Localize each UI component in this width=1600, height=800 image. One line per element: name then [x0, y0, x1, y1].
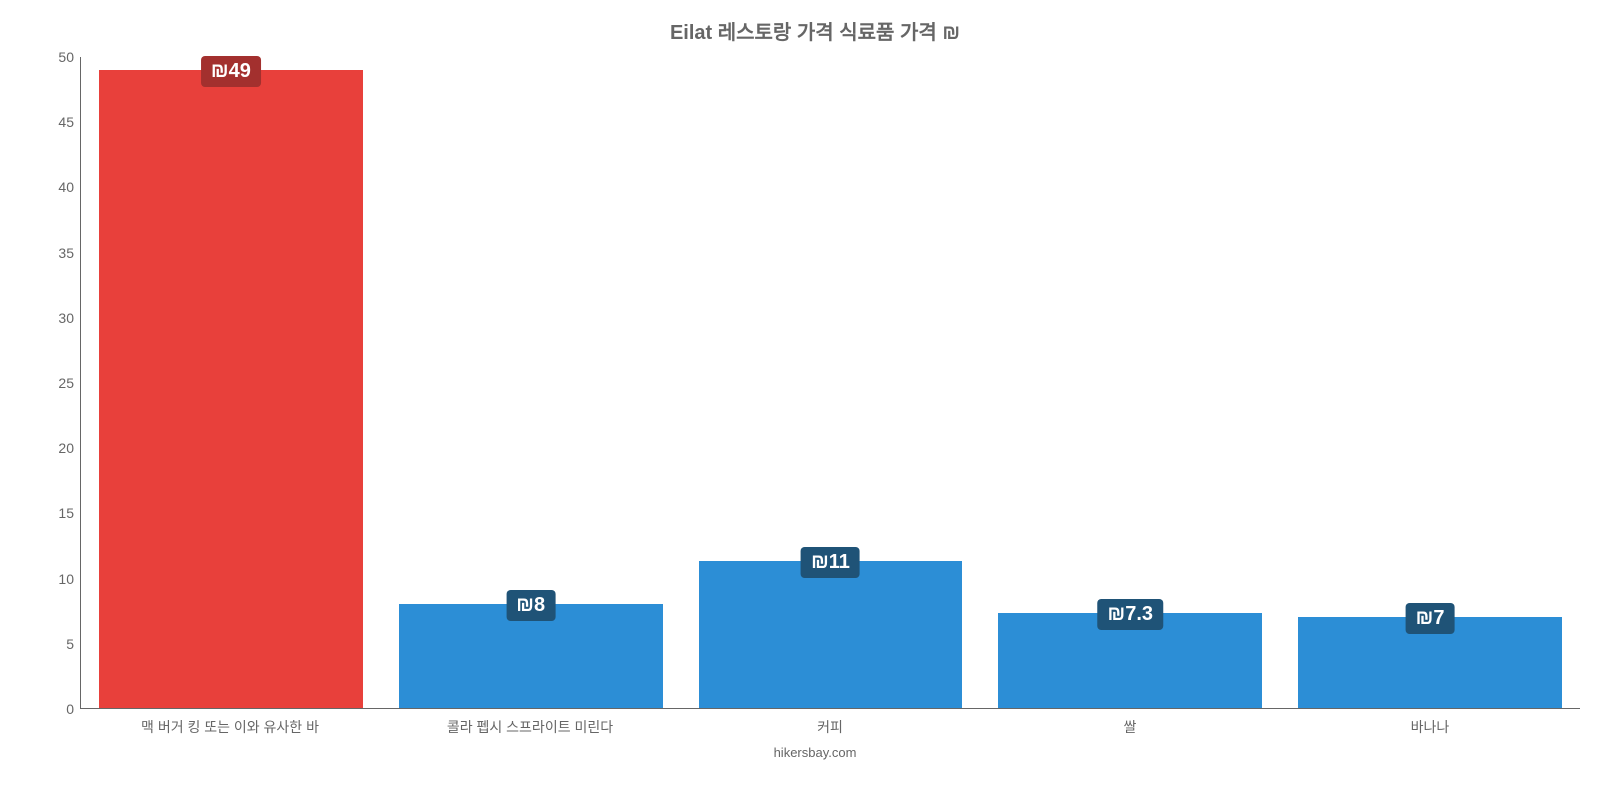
bar-slot: ₪49 — [81, 57, 381, 708]
x-axis: 맥 버거 킹 또는 이와 유사한 바콜라 펩시 스프라이트 미린다커피쌀바나나 — [50, 715, 1580, 739]
y-tick: 0 — [66, 701, 74, 717]
y-tick: 50 — [58, 49, 74, 65]
x-tick: 바나나 — [1280, 715, 1580, 739]
bar: ₪7.3 — [998, 613, 1262, 708]
x-tick: 콜라 펩시 스프라이트 미린다 — [380, 715, 680, 739]
bar-value-label: ₪7 — [1406, 603, 1455, 634]
bar-value-label: ₪8 — [506, 590, 555, 621]
bars-group: ₪49 ₪8 ₪11 ₪7.3 ₪7 — [81, 57, 1580, 708]
bar-slot: ₪11 — [681, 57, 981, 708]
plot-area: ₪49 ₪8 ₪11 ₪7.3 ₪7 — [80, 57, 1580, 709]
bar: ₪8 — [399, 604, 663, 708]
y-tick: 35 — [58, 245, 74, 261]
bar-slot: ₪8 — [381, 57, 681, 708]
chart-container: Eilat 레스토랑 가격 식료품 가격 ₪ 0 5 10 15 20 25 30 35 40 4… — [0, 0, 1600, 800]
bar-slot: ₪7.3 — [980, 57, 1280, 708]
bar: ₪49 — [99, 70, 363, 708]
bar-value-label: ₪7.3 — [1098, 599, 1163, 630]
y-tick: 30 — [58, 310, 74, 326]
x-tick: 쌀 — [980, 715, 1280, 739]
y-tick: 10 — [58, 571, 74, 587]
y-tick: 25 — [58, 375, 74, 391]
bar: ₪11 — [699, 561, 963, 708]
plot-row: 05101520253035404550 ₪49₪8₪11₪7.3₪7 — [50, 57, 1580, 709]
y-tick: 5 — [66, 636, 74, 652]
bar: ₪7 — [1298, 617, 1562, 708]
attribution: hikersbay.com — [50, 745, 1580, 760]
x-tick: 커피 — [680, 715, 980, 739]
bar-value-label: ₪49 — [201, 56, 261, 87]
y-tick: 40 — [58, 179, 74, 195]
bar-slot: ₪7 — [1280, 57, 1580, 708]
bar-value-label: ₪11 — [801, 547, 860, 578]
y-tick: 15 — [58, 505, 74, 521]
x-tick: 맥 버거 킹 또는 이와 유사한 바 — [80, 715, 380, 739]
y-axis: 05101520253035404550 — [50, 57, 80, 709]
y-tick: 45 — [58, 114, 74, 130]
chart-title: Eilat 레스토랑 가격 식료품 가격 ₪ — [50, 10, 1580, 57]
y-tick: 20 — [58, 440, 74, 456]
